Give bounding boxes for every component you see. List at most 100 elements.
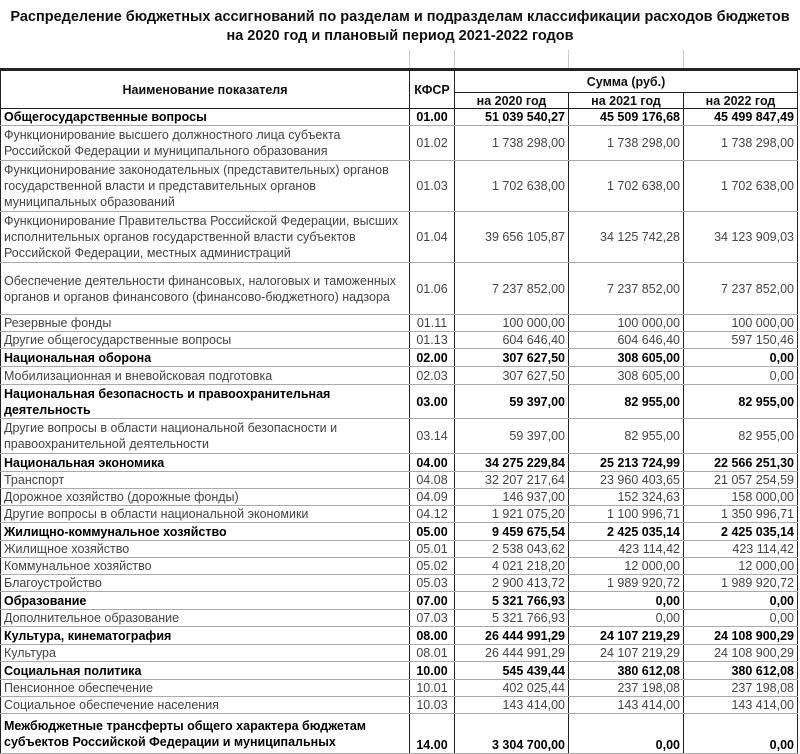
header-2021: на 2021 год (568, 92, 684, 109)
row-code: 05.01 (409, 540, 455, 558)
table-row: Функционирование высшего должностного ли… (0, 125, 799, 161)
value-2020: 5 321 766,93 (454, 609, 569, 627)
value-2020: 34 275 229,84 (454, 453, 569, 472)
value-2022: 45 499 847,49 (682, 108, 799, 126)
row-name: Культура, кинематография (0, 626, 410, 645)
row-code: 04.00 (409, 453, 455, 472)
row-code: 05.02 (409, 557, 455, 575)
section-row: Межбюджетные трансферты общего характера… (0, 713, 799, 754)
row-name: Национальная безопасность и правоохранит… (0, 384, 410, 419)
value-2020: 307 627,50 (454, 366, 569, 385)
row-code: 01.00 (409, 108, 455, 126)
value-2021: 34 125 742,28 (568, 211, 684, 263)
value-2021: 25 213 724,99 (568, 453, 684, 472)
header-name: Наименование показателя (0, 70, 410, 109)
row-name: Дополнительное образование (0, 609, 410, 627)
section-row: Образование 07.00 5 321 766,93 0,00 0,00 (0, 591, 799, 610)
header-2020: на 2020 год (454, 92, 569, 109)
value-2022: 0,00 (682, 713, 799, 754)
row-name: Другие вопросы в области национальной бе… (0, 418, 410, 454)
value-2022: 0,00 (682, 348, 799, 367)
section-row: Национальная экономика 04.00 34 275 229,84… (0, 453, 799, 472)
row-name: Коммунальное хозяйство (0, 557, 410, 575)
value-2021: 24 107 219,29 (568, 644, 684, 662)
value-2021: 100 000,00 (568, 314, 684, 332)
value-2021: 308 605,00 (568, 348, 684, 367)
value-2020: 2 900 413,72 (454, 574, 569, 592)
value-2022: 0,00 (682, 609, 799, 627)
row-code: 03.00 (409, 384, 455, 419)
value-2022: 597 150,46 (682, 331, 799, 349)
row-code: 01.13 (409, 331, 455, 349)
value-2020: 4 021 218,20 (454, 557, 569, 575)
row-name: Функционирование Правительства Российско… (0, 211, 410, 263)
value-2021: 1 702 638,00 (568, 160, 684, 212)
row-code: 05.03 (409, 574, 455, 592)
row-name: Функционирование законодательных (предст… (0, 160, 410, 212)
table-row: Другие вопросы в области национальной эк… (0, 505, 799, 523)
value-2020: 26 444 991,29 (454, 644, 569, 662)
row-code: 04.12 (409, 505, 455, 523)
table-row: Транспорт 04.08 32 207 217,64 23 960 403,65… (0, 471, 799, 489)
row-name: Жилищное хозяйство (0, 540, 410, 558)
value-2021: 0,00 (568, 713, 684, 754)
value-2020: 1 921 075,20 (454, 505, 569, 523)
value-2020: 32 207 217,64 (454, 471, 569, 489)
row-code: 04.08 (409, 471, 455, 489)
row-name: Резервные фонды (0, 314, 410, 332)
value-2020: 1 702 638,00 (454, 160, 569, 212)
value-2020: 146 937,00 (454, 488, 569, 506)
value-2022: 1 738 298,00 (682, 125, 799, 161)
table-row: Культура 08.01 26 444 991,29 24 107 219,29 2… (0, 644, 799, 662)
header-sum: Сумма (руб.) (453, 70, 799, 93)
row-name: Транспорт (0, 471, 410, 489)
value-2022: 143 414,00 (682, 696, 799, 714)
value-2020: 39 656 105,87 (454, 211, 569, 263)
value-2020: 545 439,44 (454, 661, 569, 680)
value-2020: 51 039 540,27 (454, 108, 569, 126)
table-row: Дорожное хозяйство (дорожные фонды) 04.09… (0, 488, 799, 506)
row-name: Социальное обеспечение населения (0, 696, 410, 714)
row-code: 02.03 (409, 366, 455, 385)
table-row: Другие вопросы в области национальной бе… (0, 418, 799, 454)
value-2021: 12 000,00 (568, 557, 684, 575)
row-name: Социальная политика (0, 661, 410, 680)
row-name: Другие вопросы в области национальной эк… (0, 505, 410, 523)
row-name: Общегосударственные вопросы (0, 108, 410, 126)
row-code: 01.02 (409, 125, 455, 161)
value-2022: 380 612,08 (682, 661, 799, 680)
row-name: Пенсионное обеспечение (0, 679, 410, 697)
value-2022: 24 108 900,29 (682, 644, 799, 662)
table-row: Коммунальное хозяйство 05.02 4 021 218,20 1… (0, 557, 799, 575)
value-2022: 423 114,42 (682, 540, 799, 558)
row-code: 02.00 (409, 348, 455, 367)
value-2021: 82 955,00 (568, 384, 684, 419)
value-2022: 22 566 251,30 (682, 453, 799, 472)
value-2022: 100 000,00 (682, 314, 799, 332)
table-row: Другие общегосударственные вопросы 01.13 6… (0, 331, 799, 349)
value-2022: 0,00 (682, 591, 799, 610)
value-2020: 59 397,00 (454, 418, 569, 454)
value-2020: 100 000,00 (454, 314, 569, 332)
row-name: Межбюджетные трансферты общего характера… (0, 713, 410, 754)
section-row: Национальная оборона 02.00 307 627,50 308 6… (0, 348, 799, 367)
row-code: 07.03 (409, 609, 455, 627)
value-2020: 143 414,00 (454, 696, 569, 714)
row-name: Мобилизационная и вневойсковая подготовк… (0, 366, 410, 385)
value-2021: 1 738 298,00 (568, 125, 684, 161)
value-2020: 604 646,40 (454, 331, 569, 349)
value-2022: 1 702 638,00 (682, 160, 799, 212)
row-code: 08.00 (409, 626, 455, 645)
value-2020: 3 304 700,00 (454, 713, 569, 754)
value-2021: 604 646,40 (568, 331, 684, 349)
value-2020: 5 321 766,93 (454, 591, 569, 610)
table-row: Мобилизационная и вневойсковая подготовк… (0, 366, 799, 385)
row-name: Национальная экономика (0, 453, 410, 472)
value-2021: 24 107 219,29 (568, 626, 684, 645)
value-2020: 26 444 991,29 (454, 626, 569, 645)
value-2020: 7 237 852,00 (454, 262, 569, 315)
section-row: Общегосударственные вопросы 01.00 51 039 5… (0, 108, 799, 126)
section-row: Национальная безопасность и правоохранит… (0, 384, 799, 419)
value-2022: 34 123 909,03 (682, 211, 799, 263)
value-2021: 7 237 852,00 (568, 262, 684, 315)
